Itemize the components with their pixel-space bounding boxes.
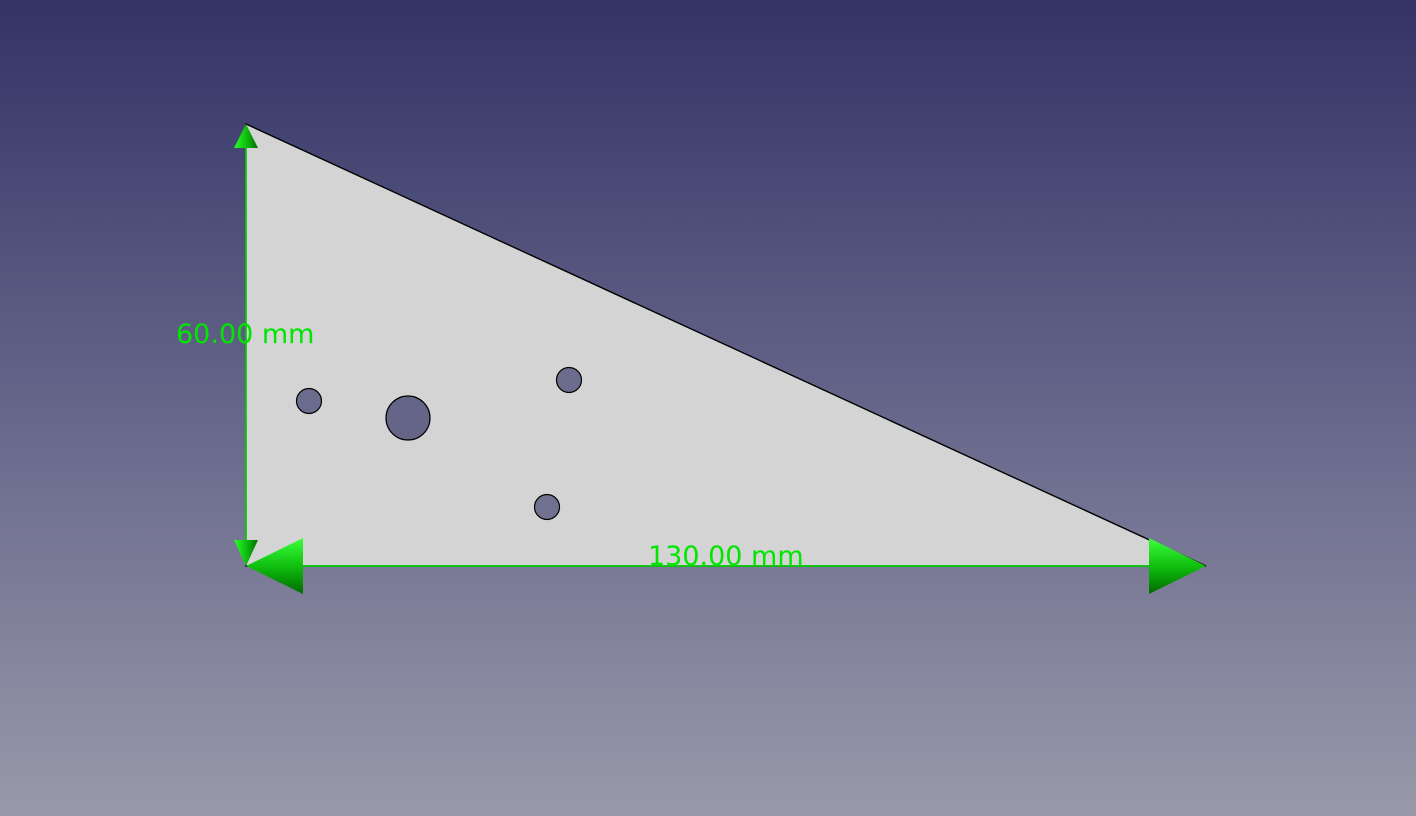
triangle-plate-face[interactable] bbox=[245, 122, 1207, 567]
hole-large[interactable] bbox=[385, 395, 431, 441]
hole-small-upper[interactable] bbox=[555, 366, 583, 394]
vertical-dimension-top-arrow-icon bbox=[234, 124, 258, 148]
horizontal-dimension-left-arrow-icon bbox=[246, 538, 303, 594]
hole-small-left[interactable] bbox=[295, 387, 323, 415]
hole-small-lower[interactable] bbox=[533, 493, 561, 521]
vertical-dimension-label: 60.00 mm bbox=[176, 319, 314, 350]
vertical-dimension-bottom-arrow-icon bbox=[234, 540, 258, 566]
vertical-dimension[interactable]: 60.00 mm bbox=[176, 124, 314, 566]
horizontal-dimension[interactable]: 130.00 mm bbox=[246, 538, 1206, 594]
horizontal-dimension-right-arrow-icon bbox=[1149, 538, 1206, 594]
horizontal-dimension-label: 130.00 mm bbox=[648, 541, 804, 572]
